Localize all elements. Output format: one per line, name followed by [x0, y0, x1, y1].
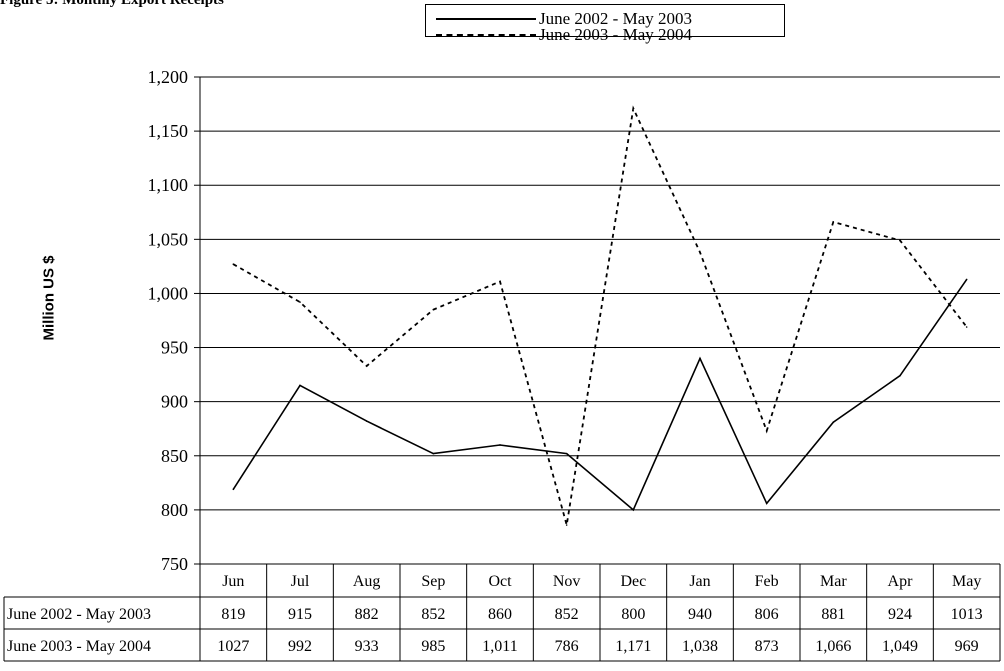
y-tick-label: 1,050: [148, 229, 189, 249]
data-point: [765, 430, 768, 432]
series-line-2: [232, 105, 968, 526]
legend-entry-series-1: June 2002 - May 2003: [426, 9, 784, 28]
data-point: [899, 239, 901, 242]
series-lines: [232, 105, 968, 526]
data-point: [632, 509, 635, 511]
data-point: [299, 301, 301, 303]
legend-swatch-dotted: [436, 34, 536, 36]
table-cell-value: 860: [488, 606, 512, 623]
table-cell-value: 924: [888, 606, 912, 623]
data-point: [565, 524, 568, 526]
data-point: [232, 488, 235, 491]
x-category-label: Nov: [553, 573, 581, 590]
legend-label-series-1: June 2002 - May 2003: [539, 9, 692, 28]
y-tick-label: 1,000: [148, 283, 189, 303]
data-table: Jun Jul Aug Sep Oct Nov Dec Jan Feb Mar Apr May June…: [3, 563, 1001, 662]
y-tick-label: 1,150: [148, 121, 189, 141]
table-cell-value: 1013: [951, 606, 983, 623]
table-cell-value: 819: [221, 606, 245, 623]
data-point: [299, 384, 301, 387]
table-cell-value: 881: [821, 606, 845, 623]
table-cell-value: 852: [555, 606, 579, 623]
data-point: [632, 107, 635, 110]
table-cell-value: 940: [688, 606, 712, 623]
legend-swatch-solid: [436, 18, 536, 20]
table-cell-value: 873: [755, 638, 779, 655]
x-category-label: Oct: [488, 573, 512, 590]
table-cell-value: 933: [355, 638, 379, 655]
data-point: [432, 308, 435, 311]
figure-title: Figure 5: Monthly Export Receipts: [0, 0, 224, 8]
data-point: [365, 365, 368, 367]
data-point: [832, 221, 835, 223]
table-cell-value: 985: [421, 638, 445, 655]
data-point: [765, 502, 768, 505]
data-point: [499, 444, 501, 446]
table-row-label: June 2002 - May 2003: [7, 606, 151, 623]
y-tick-label: 950: [161, 338, 188, 358]
table-row-label: June 2003 - May 2004: [7, 638, 151, 655]
legend: June 2002 - May 2003 June 2003 - May 200…: [425, 4, 785, 44]
data-point: [232, 263, 235, 266]
data-point: [699, 251, 701, 254]
data-point: [699, 357, 701, 360]
table-cell-value: 806: [755, 606, 779, 623]
y-tick-label: 850: [161, 446, 188, 466]
data-point: [565, 452, 568, 455]
legend-entry-series-2: June 2003 - May 2004: [426, 25, 784, 44]
x-category-label: Sep: [421, 573, 445, 590]
table-cell-value: 1,171: [615, 638, 651, 655]
gridlines: [194, 76, 1000, 565]
table-cell-value: 1,066: [815, 638, 851, 655]
data-point: [365, 420, 368, 422]
x-category-label: Dec: [620, 573, 646, 590]
x-category-label: May: [952, 573, 981, 590]
series-line-1: [232, 278, 968, 512]
table-cell-value: 1,049: [882, 638, 918, 655]
y-axis-label: Million US $: [40, 255, 58, 341]
x-category-label: Feb: [755, 573, 779, 590]
y-tick-label: 900: [161, 392, 188, 412]
table-cell-value: 800: [621, 606, 645, 623]
table-cell-value: 992: [288, 638, 312, 655]
x-category-label: Jul: [291, 573, 310, 590]
data-point: [432, 452, 435, 455]
table-cell-value: 1027: [217, 638, 249, 655]
table-cell-value: 1,011: [482, 638, 517, 655]
y-tick-label: 750: [161, 554, 188, 574]
x-category-label: Jan: [689, 573, 710, 590]
y-tick-label: 800: [161, 500, 188, 520]
x-category-label: Jun: [222, 573, 244, 590]
data-point: [965, 326, 968, 328]
data-point: [965, 278, 968, 281]
y-tick-label: 1,100: [148, 175, 189, 195]
data-point: [832, 421, 835, 424]
x-category-label: Mar: [820, 573, 847, 590]
x-category-label: Aug: [353, 573, 381, 590]
table-cell-value: 786: [555, 638, 579, 655]
y-tick-label: 1,200: [148, 67, 189, 87]
table-cell-value: 882: [355, 606, 379, 623]
legend-label-series-2: June 2003 - May 2004: [539, 25, 692, 44]
x-category-label: Apr: [888, 573, 914, 590]
data-point: [899, 374, 901, 377]
table-cell-value: 1,038: [682, 638, 718, 655]
table-cell-value: 852: [421, 606, 445, 623]
data-point: [499, 280, 501, 283]
table-cell-value: 915: [288, 606, 312, 623]
y-tick-labels: 750 800 850 900 950 1,000 1,050 1,100 1,150 1,200: [148, 67, 189, 574]
table-cell-value: 969: [955, 638, 979, 655]
